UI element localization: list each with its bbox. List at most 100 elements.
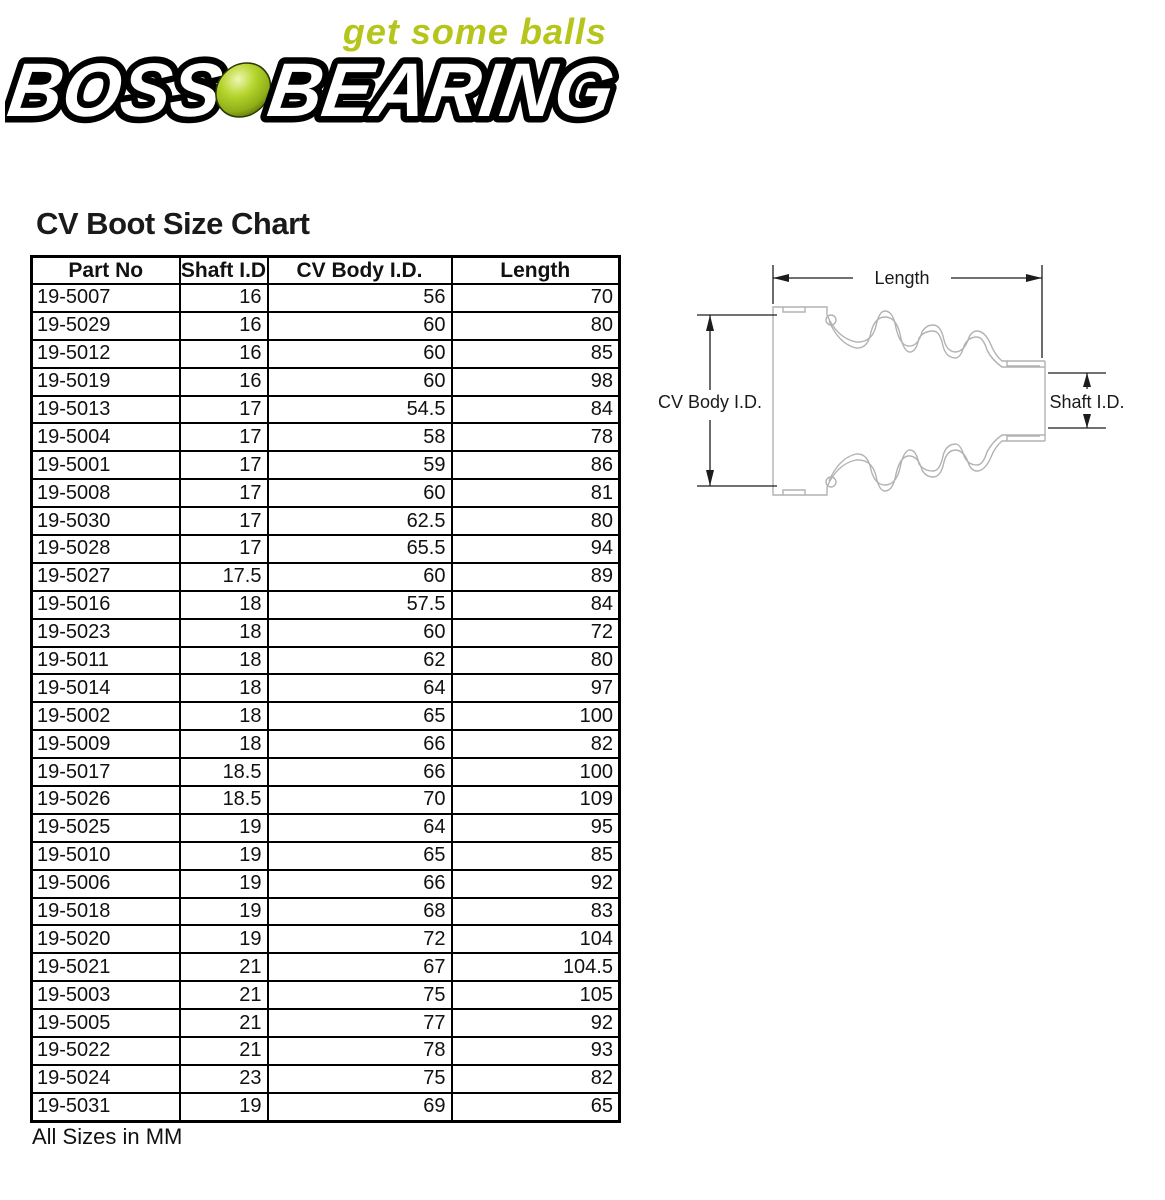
part-no-cell: 19-5024 bbox=[30, 1063, 181, 1094]
cv-body-id-cell: 54.5 bbox=[266, 394, 453, 425]
cv-body-id-dimension: CV Body I.D. bbox=[658, 314, 777, 487]
cv-boot-size-table: Part No Shaft I.D CV Body I.D. Length 19… bbox=[30, 255, 621, 1123]
length-cell: 86 bbox=[450, 450, 621, 481]
cv-body-id-cell: 57.5 bbox=[266, 589, 453, 620]
part-no-cell: 19-5022 bbox=[30, 1036, 181, 1066]
cv-body-id-cell: 60 bbox=[266, 338, 453, 369]
shaft-id-cell: 17 bbox=[178, 422, 269, 453]
length-cell: 92 bbox=[450, 1008, 621, 1039]
table-row: 19-5002 18 65 100 bbox=[30, 701, 621, 732]
table-row: 19-5028 17 65.5 94 bbox=[30, 534, 621, 564]
col-header-part-no: Part No bbox=[30, 255, 181, 285]
cv-body-id-cell: 70 bbox=[266, 785, 453, 815]
part-no-cell: 19-5013 bbox=[30, 394, 181, 425]
col-header-length: Length bbox=[450, 255, 621, 285]
part-no-cell: 19-5010 bbox=[30, 840, 181, 871]
table-row: 19-5005 21 77 92 bbox=[30, 1008, 621, 1039]
length-label: Length bbox=[874, 268, 929, 288]
length-cell: 104 bbox=[450, 924, 621, 955]
shaft-id-cell: 21 bbox=[178, 1036, 269, 1066]
cv-body-id-cell: 77 bbox=[266, 1008, 453, 1039]
length-cell: 78 bbox=[450, 422, 621, 453]
table-row: 19-5031 19 69 65 bbox=[30, 1091, 621, 1123]
length-cell: 80 bbox=[450, 310, 621, 341]
length-cell: 105 bbox=[450, 980, 621, 1011]
table-row: 19-5007 16 56 70 bbox=[30, 283, 621, 313]
logo-graphic: get some balls BOSS BEARING bbox=[0, 11, 626, 139]
table-row: 19-5022 21 78 93 bbox=[30, 1036, 621, 1066]
shaft-id-cell: 19 bbox=[178, 840, 269, 871]
shaft-id-cell: 18 bbox=[178, 617, 269, 648]
part-no-cell: 19-5003 bbox=[30, 980, 181, 1011]
cv-body-id-cell: 68 bbox=[266, 896, 453, 927]
table-row: 19-5011 18 62 80 bbox=[30, 645, 621, 676]
shaft-id-cell: 17 bbox=[178, 394, 269, 425]
shaft-id-cell: 18.5 bbox=[178, 785, 269, 815]
part-no-cell: 19-5006 bbox=[30, 868, 181, 899]
cv-body-id-cell: 60 bbox=[266, 617, 453, 648]
length-cell: 104.5 bbox=[450, 952, 621, 983]
part-no-cell: 19-5002 bbox=[30, 701, 181, 732]
page-title: CV Boot Size Chart bbox=[36, 206, 310, 241]
part-no-cell: 19-5001 bbox=[30, 450, 181, 481]
shaft-id-cell: 18 bbox=[178, 645, 269, 676]
table-row: 19-5008 17 60 81 bbox=[30, 478, 621, 509]
part-no-cell: 19-5012 bbox=[30, 338, 181, 369]
length-cell: 92 bbox=[450, 868, 621, 899]
brand-text-bearing: BEARING bbox=[263, 48, 619, 133]
logo-ball-icon bbox=[215, 62, 272, 118]
cv-body-id-cell: 62.5 bbox=[266, 506, 453, 537]
shaft-id-cell: 16 bbox=[178, 338, 269, 369]
length-cell: 85 bbox=[450, 338, 621, 369]
table-row: 19-5029 16 60 80 bbox=[30, 310, 621, 341]
cv-boot-diagram-graphic: Length CV Body I.D. Shaft I.D. bbox=[658, 265, 1125, 496]
length-cell: 83 bbox=[450, 896, 621, 927]
table-row: 19-5014 18 64 97 bbox=[30, 673, 621, 704]
length-cell: 80 bbox=[450, 506, 621, 537]
cv-body-id-label: CV Body I.D. bbox=[658, 392, 762, 412]
cv-body-id-cell: 67 bbox=[266, 952, 453, 983]
shaft-id-cell: 17 bbox=[178, 534, 269, 564]
brand-text-boss: BOSS bbox=[5, 48, 227, 133]
shaft-id-cell: 18 bbox=[178, 701, 269, 732]
table-row: 19-5020 19 72 104 bbox=[30, 924, 621, 955]
table-row: 19-5030 17 62.5 80 bbox=[30, 506, 621, 537]
table-row: 19-5016 18 57.5 84 bbox=[30, 589, 621, 620]
cv-body-id-cell: 72 bbox=[266, 924, 453, 955]
cv-body-id-cell: 75 bbox=[266, 980, 453, 1011]
table-row: 19-5017 18.5 66 100 bbox=[30, 757, 621, 788]
shaft-id-cell: 18 bbox=[178, 673, 269, 704]
shaft-id-cell: 17 bbox=[178, 478, 269, 509]
cv-body-id-cell: 60 bbox=[266, 366, 453, 397]
table-row: 19-5026 18.5 70 109 bbox=[30, 785, 621, 815]
shaft-id-cell: 17.5 bbox=[178, 561, 269, 592]
part-no-cell: 19-5025 bbox=[30, 812, 181, 843]
part-no-cell: 19-5020 bbox=[30, 924, 181, 955]
part-no-cell: 19-5004 bbox=[30, 422, 181, 453]
part-no-cell: 19-5017 bbox=[30, 757, 181, 788]
cv-body-id-cell: 60 bbox=[266, 561, 453, 592]
shaft-id-cell: 19 bbox=[178, 924, 269, 955]
shaft-id-cell: 18.5 bbox=[178, 757, 269, 788]
shaft-id-cell: 19 bbox=[178, 896, 269, 927]
length-cell: 100 bbox=[450, 701, 621, 732]
cv-boot-diagram: Length CV Body I.D. Shaft I.D. bbox=[650, 240, 1165, 520]
table-row: 19-5006 19 66 92 bbox=[30, 868, 621, 899]
part-no-cell: 19-5014 bbox=[30, 673, 181, 704]
part-no-cell: 19-5008 bbox=[30, 478, 181, 509]
cv-body-id-cell: 56 bbox=[266, 283, 453, 313]
table-row: 19-5018 19 68 83 bbox=[30, 896, 621, 927]
length-cell: 85 bbox=[450, 840, 621, 871]
cv-body-id-cell: 65 bbox=[266, 701, 453, 732]
cv-body-id-cell: 65.5 bbox=[266, 534, 453, 564]
table-row: 19-5012 16 60 85 bbox=[30, 338, 621, 369]
shaft-id-cell: 18 bbox=[178, 589, 269, 620]
part-no-cell: 19-5011 bbox=[30, 645, 181, 676]
part-no-cell: 19-5030 bbox=[30, 506, 181, 537]
table-row: 19-5010 19 65 85 bbox=[30, 840, 621, 871]
shaft-id-cell: 16 bbox=[178, 366, 269, 397]
shaft-id-cell: 23 bbox=[178, 1063, 269, 1094]
logo-tagline: get some balls bbox=[342, 11, 607, 52]
table-row: 19-5025 19 64 95 bbox=[30, 812, 621, 843]
